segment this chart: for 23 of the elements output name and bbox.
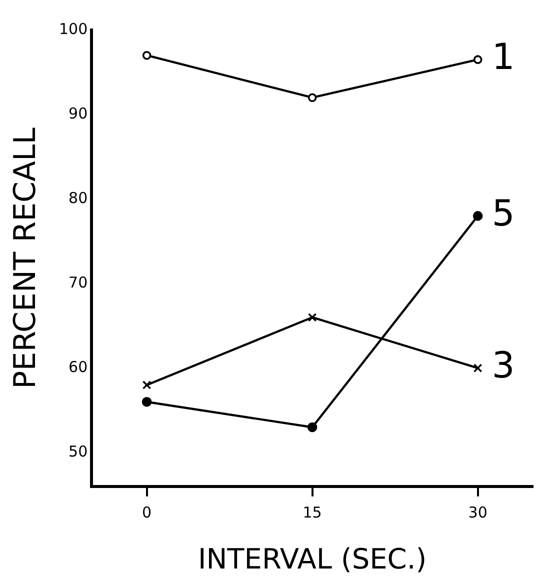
point	[142, 380, 152, 390]
point	[473, 55, 482, 64]
point	[472, 211, 483, 221]
point	[308, 93, 317, 102]
point	[308, 312, 317, 322]
point	[142, 396, 152, 407]
y-tick-label: 100	[58, 20, 88, 38]
point	[473, 364, 482, 373]
y-axis-title: PERCENT RECALL	[8, 127, 43, 389]
y-tick-label: 50	[68, 442, 88, 460]
series-label: 3	[492, 345, 515, 386]
point	[307, 422, 318, 432]
series-label: 1	[492, 36, 515, 78]
y-tick-label: 90	[68, 104, 88, 122]
x-tick-label: 0	[142, 503, 152, 522]
x-tick-label: 30	[468, 503, 488, 522]
x-axis-title: INTERVAL (SEC.)	[198, 542, 427, 576]
y-tick-label: 70	[68, 273, 88, 292]
y-tick-label: 60	[68, 358, 88, 376]
y-tick-label: 80	[68, 188, 88, 207]
series-label: 5	[492, 193, 515, 234]
point	[142, 50, 152, 60]
x-tick-label: 15	[302, 503, 322, 522]
